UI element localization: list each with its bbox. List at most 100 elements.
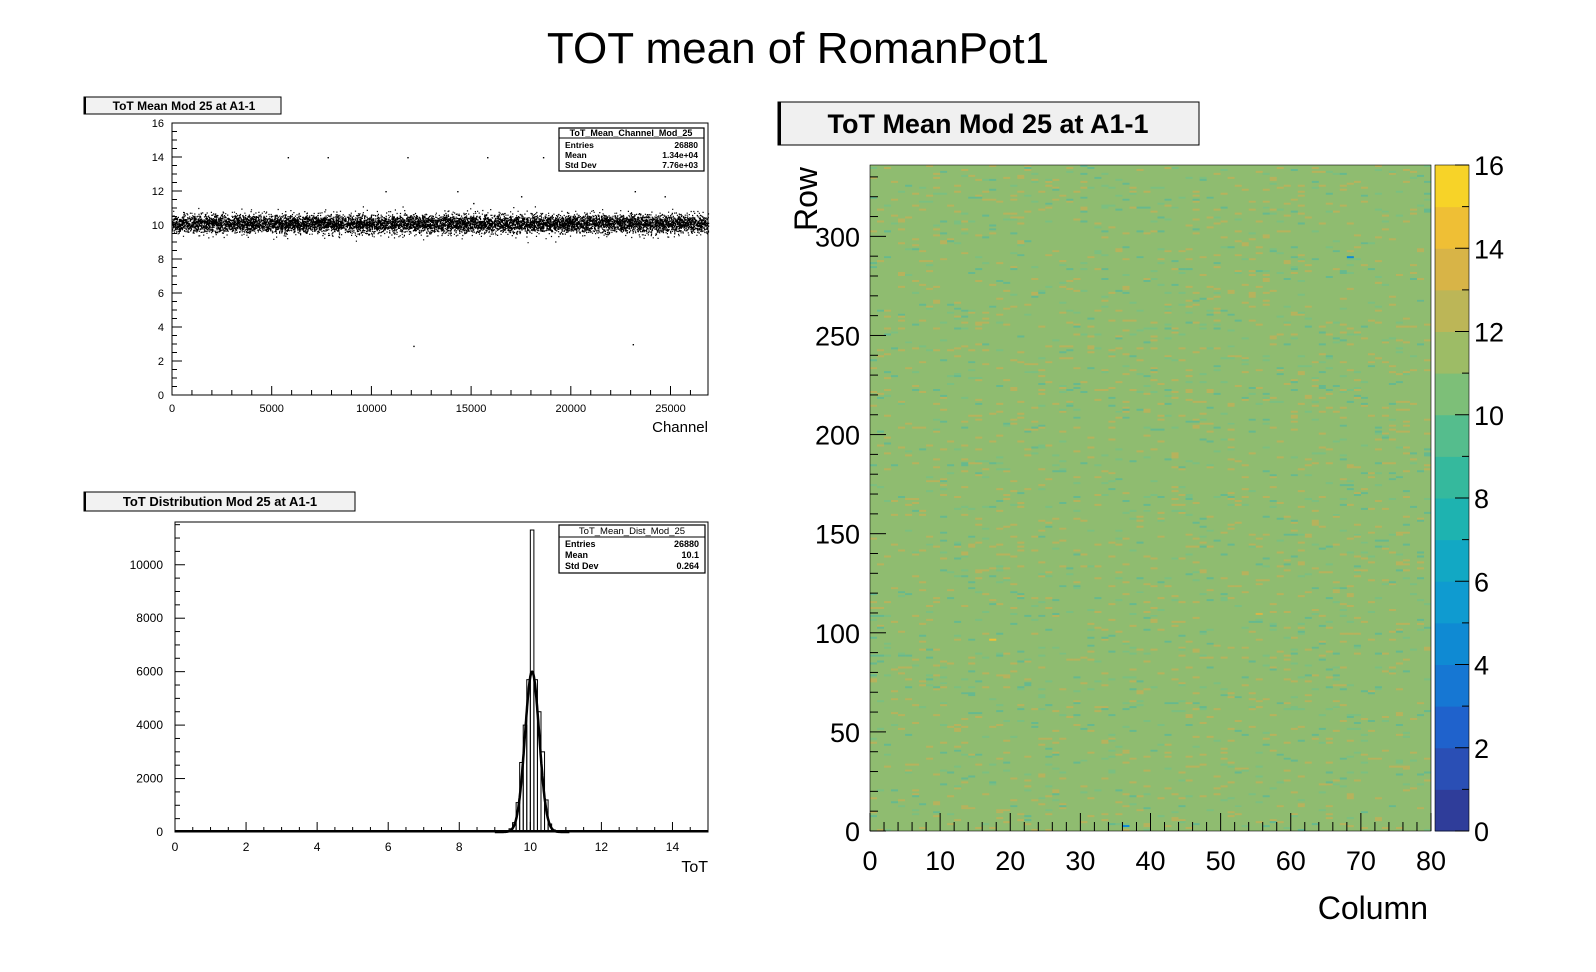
channel-scatter-chart: ToT Mean Mod 25 at A1-1 0 2 4 6 8 10 12 14 16 0 50… [83, 96, 710, 436]
color-scale-band [1435, 664, 1469, 707]
y-tick-label: 8000 [136, 611, 163, 625]
chart2-marks [175, 529, 708, 834]
scatter-point [385, 191, 387, 193]
scatter-point [632, 344, 635, 346]
color-scale-band [1435, 456, 1469, 499]
chart1-stats-name: ToT_Mean_Channel_Mod_25 [570, 128, 693, 138]
y-tick-label: 0 [158, 390, 164, 402]
chart1-marks [172, 157, 710, 348]
x-tick-label: 6 [385, 840, 392, 854]
chart3-ylabel: Row [788, 166, 824, 231]
color-scale-band [1435, 373, 1469, 416]
x-tick-label: 70 [1346, 846, 1376, 876]
y-tick-label: 16 [152, 118, 164, 130]
y-tick-label: 0 [156, 825, 163, 839]
color-scale-band [1435, 498, 1469, 541]
y-tick-label: 8 [158, 254, 164, 266]
color-scale-band [1435, 331, 1469, 374]
chart2-stats-name: ToT_Mean_Dist_Mod_25 [579, 526, 685, 537]
y-tick-label: 10000 [130, 558, 164, 572]
y-tick-label: 12 [152, 186, 164, 198]
x-tick-label: 4 [314, 840, 321, 854]
z-tick-label: 12 [1474, 318, 1504, 348]
chart3-title: ToT Mean Mod 25 at A1-1 [827, 109, 1148, 139]
heatmap-cell [1122, 825, 1130, 828]
y-tick-label: 4000 [136, 718, 163, 732]
y-tick-label: 2 [158, 356, 164, 368]
color-scale-band [1435, 581, 1469, 624]
chart2-stats-label: Std Dev [565, 561, 599, 571]
scatter-point [473, 202, 475, 205]
y-tick-label: 6 [158, 288, 164, 300]
color-scale-band [1435, 539, 1469, 582]
y-tick-label: 10 [152, 220, 164, 232]
color-scale-band [1435, 622, 1469, 665]
x-tick-label: 20000 [556, 403, 587, 415]
z-tick-label: 2 [1474, 734, 1489, 764]
y-tick-label: 4 [158, 322, 164, 334]
scatter-point [634, 191, 637, 193]
z-tick-label: 8 [1474, 484, 1489, 514]
x-tick-label: 15000 [456, 403, 487, 415]
scatter-point [542, 157, 545, 159]
chart1-stats-value: 26880 [674, 140, 698, 150]
scatter-point [457, 191, 459, 193]
x-tick-label: 0 [862, 846, 877, 876]
color-scale-band [1435, 206, 1469, 249]
z-tick-label: 10 [1474, 401, 1504, 431]
y-tick-label: 6000 [136, 665, 163, 679]
chart2-axes: 0 2000 4000 6000 8000 10000 0 2 4 6 8 10 12 14 [130, 524, 691, 854]
z-tick-label: 14 [1474, 234, 1504, 264]
x-tick-label: 20 [995, 846, 1025, 876]
page-title: TOT mean of RomanPot1 [547, 24, 1049, 73]
x-tick-label: 10 [925, 846, 955, 876]
color-scale-band [1435, 289, 1469, 332]
heatmap-cells [870, 165, 1432, 831]
chart1-xlabel: Channel [652, 419, 708, 436]
chart2-stats-value: 26880 [674, 539, 699, 549]
scatter-point [287, 157, 290, 159]
chart3-axes: 0 10 20 30 40 50 60 70 80 0 50 100 150 200 250 300 [815, 176, 1446, 876]
color-scale-band [1435, 248, 1469, 291]
y-tick-label: 300 [815, 222, 860, 252]
y-tick-label: 14 [152, 152, 164, 164]
color-scale-band [1435, 789, 1469, 832]
y-tick-label: 100 [815, 619, 860, 649]
chart2-stats-box: ToT_Mean_Dist_Mod_25 Entries 26880 Mean … [558, 524, 706, 574]
x-tick-label: 2 [243, 840, 250, 854]
scatter-point [327, 157, 329, 159]
color-scale-band [1435, 747, 1469, 790]
color-scale-band [1435, 165, 1469, 208]
tot-distribution-chart: ToT Distribution Mod 25 at A1-1 02000400… [83, 491, 709, 876]
color-scale: 0 2 4 6 8 10 12 14 16 [1434, 151, 1504, 847]
chart1-title: ToT Mean Mod 25 at A1-1 [113, 99, 256, 113]
y-tick-label: 2000 [136, 772, 163, 786]
z-tick-label: 6 [1474, 567, 1489, 597]
x-tick-label: 50 [1206, 846, 1236, 876]
x-tick-label: 0 [172, 840, 179, 854]
x-tick-label: 10000 [356, 403, 387, 415]
scatter-point [407, 157, 409, 159]
x-tick-label: 40 [1135, 846, 1165, 876]
scatter-point [520, 196, 523, 198]
color-scale-band [1435, 706, 1469, 749]
y-tick-label: 200 [815, 421, 860, 451]
x-tick-label: 30 [1065, 846, 1095, 876]
chart3-title-box [777, 101, 1200, 146]
scatter-point [413, 345, 415, 348]
chart1-axes: 0 2 4 6 8 10 12 14 16 0 5000 10000 15000 20000 25000 [152, 118, 691, 415]
heatmap-cell [989, 638, 997, 641]
chart1-stats-label: Mean [565, 150, 587, 160]
scatter-point [487, 157, 489, 159]
x-tick-label: 60 [1276, 846, 1306, 876]
chart1-stats-label: Std Dev [565, 160, 597, 170]
x-tick-label: 8 [456, 840, 463, 854]
chart2-stats-value: 10.1 [681, 550, 699, 560]
z-tick-label: 4 [1474, 651, 1489, 681]
heatmap-cell [1255, 612, 1263, 615]
y-tick-label: 150 [815, 520, 860, 550]
heatmap-cell [1346, 256, 1354, 259]
x-tick-label: 25000 [655, 403, 686, 415]
scatter-point [664, 196, 666, 198]
x-tick-label: 0 [169, 403, 175, 415]
